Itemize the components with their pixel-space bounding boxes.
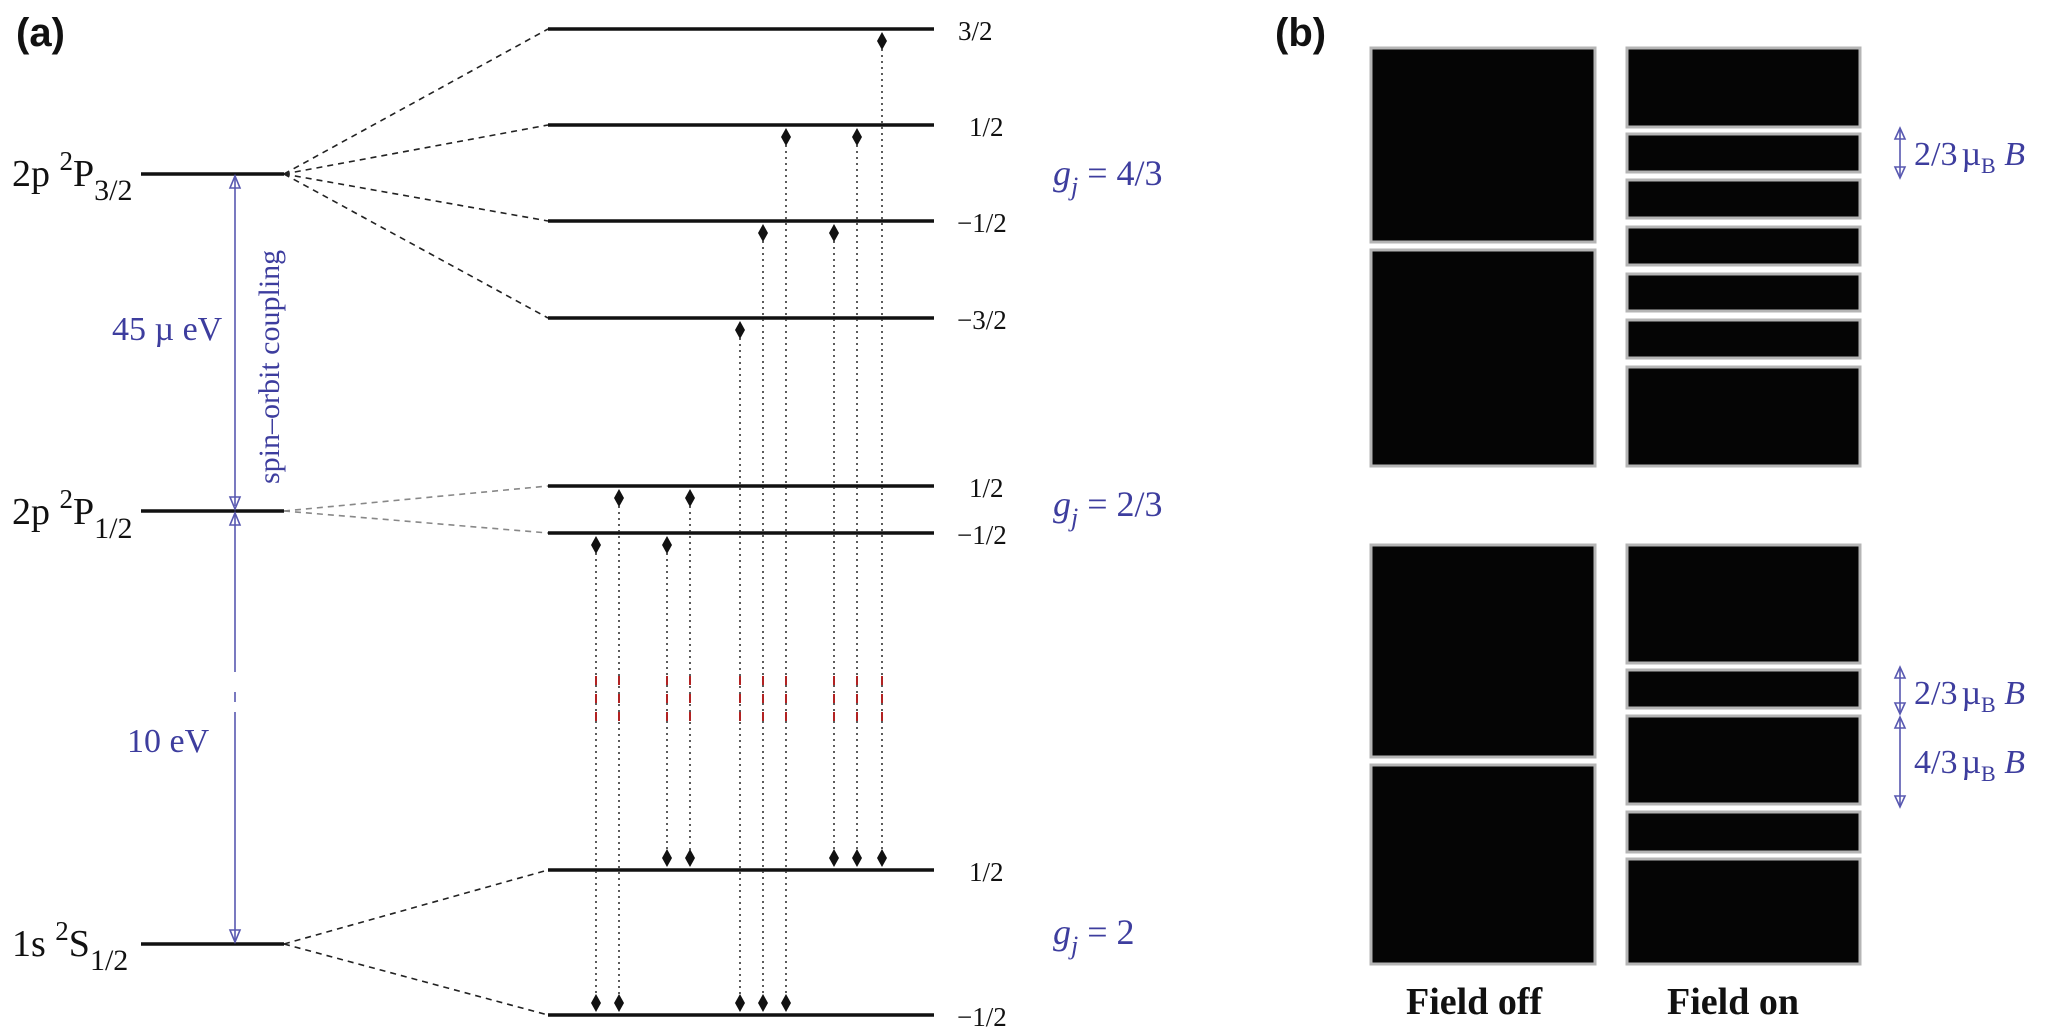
spectrum-on-lower-1	[1625, 543, 1862, 665]
spectrum-on-upper-3	[1625, 178, 1862, 220]
term-2p-p12: 2p 2P1/2	[12, 484, 132, 545]
spectrum-on-upper-4	[1625, 225, 1862, 267]
spectrum-off-lower-1	[1369, 543, 1597, 759]
mj-s12-1: −1/2	[957, 1002, 1007, 1029]
term-2p-p32: 2p 2P3/2	[12, 146, 132, 207]
spectrum-off-upper-1	[1369, 46, 1597, 244]
g-factor-s12: gj = 2	[1053, 912, 1135, 960]
spectrum-on-lower-2	[1625, 668, 1862, 710]
spectrum-on-upper-1	[1625, 46, 1862, 129]
g-factor-p32: gj = 4/3	[1053, 153, 1163, 201]
mj-p32-0: 3/2	[958, 16, 993, 46]
mj-p32-3: −3/2	[957, 305, 1007, 335]
spectrum-off-lower-2	[1369, 763, 1597, 966]
fine-structure-label: 45 µ eV	[112, 311, 223, 348]
caption-field-off: Field off	[1406, 981, 1543, 1023]
spectrum-on-upper-6	[1625, 318, 1862, 360]
spacing-label-bottom-1: 2/3 µB B	[1914, 675, 2025, 717]
term-1s-s12: 1s 2S1/2	[12, 916, 128, 977]
panel-b: (b) 2/3 µB B 2/3 µB B 4/3 µB B	[1275, 11, 2025, 1023]
mj-p12-1: −1/2	[957, 520, 1007, 550]
lyman-gap-label: 10 eV	[127, 723, 210, 760]
mj-s12-0: 1/2	[969, 857, 1004, 887]
spacing-label-bottom-2: 4/3 µB B	[1914, 744, 2025, 786]
panel-a: (a) 2p 2P3/2 2p 2P1/2 1s 2S1/2 45 µ eV s…	[12, 11, 1163, 1032]
spectrum-on-lower-3	[1625, 714, 1862, 806]
spectrum-off-upper-2	[1369, 248, 1597, 468]
panel-b-label: (b)	[1275, 11, 1326, 55]
spacing-label-top: 2/3 µB B	[1914, 136, 2025, 178]
g-factor-p12: gj = 2/3	[1053, 484, 1163, 532]
spectrum-on-lower-4	[1625, 810, 1862, 854]
spin-orbit-label: spin–orbit coupling	[253, 250, 286, 484]
mj-p32-2: −1/2	[957, 208, 1007, 238]
mj-p32-1: 1/2	[969, 112, 1004, 142]
mj-p12-0: 1/2	[969, 473, 1004, 503]
spectrum-on-upper-7	[1625, 365, 1862, 468]
panel-a-label: (a)	[16, 11, 65, 55]
spectrum-on-upper-2	[1625, 132, 1862, 174]
transition-lines	[591, 32, 887, 1012]
spectrum-on-lower-5	[1625, 857, 1862, 966]
spectrum-on-upper-5	[1625, 272, 1862, 313]
caption-field-on: Field on	[1667, 981, 1799, 1023]
